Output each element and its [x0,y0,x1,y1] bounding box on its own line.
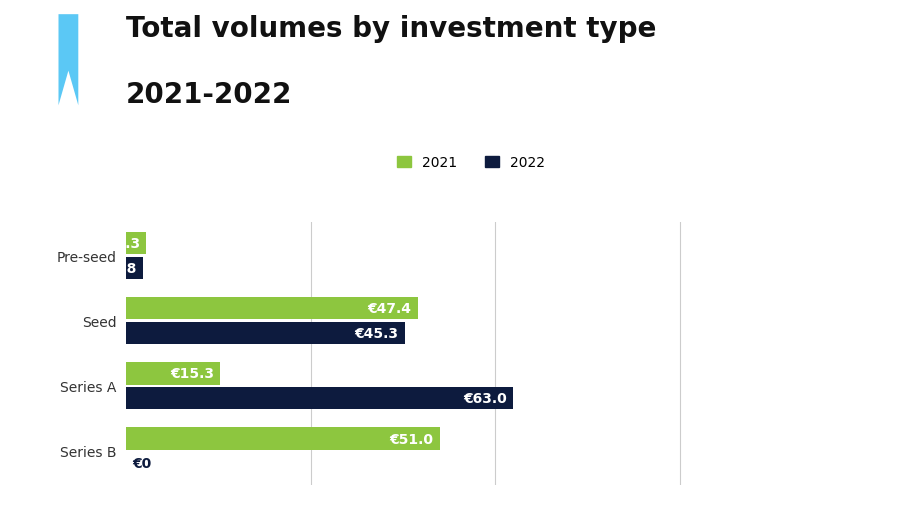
Bar [126,363,220,385]
Legend: 2021, 2022: 2021, 2022 [392,150,550,175]
Text: €63.0: €63.0 [464,391,508,406]
Text: Total volumes by investment type: Total volumes by investment type [126,15,656,43]
Text: €2.8: €2.8 [103,262,137,275]
Text: €0: €0 [132,457,151,471]
Bar [126,297,418,320]
Text: €3.3: €3.3 [106,236,140,250]
Text: 2021-2022: 2021-2022 [126,81,292,109]
Text: €47.4: €47.4 [367,301,411,316]
Bar [126,257,143,280]
Bar [126,232,147,255]
Bar [126,427,440,450]
Text: €51.0: €51.0 [390,432,434,445]
Text: €45.3: €45.3 [355,326,399,340]
Bar [126,322,405,344]
Bar [126,387,513,410]
Text: €15.3: €15.3 [170,367,214,381]
